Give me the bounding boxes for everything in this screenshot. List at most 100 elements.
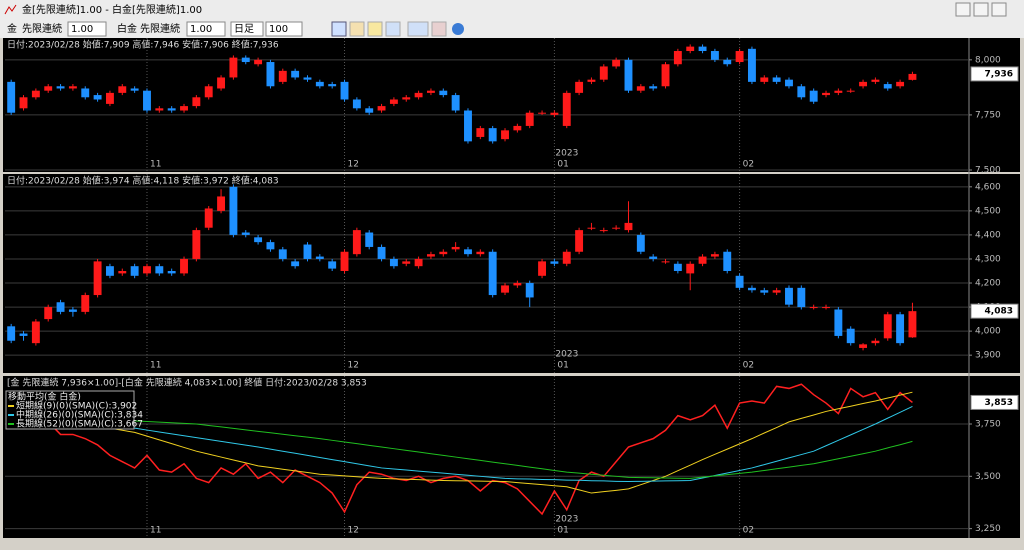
candle-body <box>377 246 386 259</box>
refresh-button[interactable] <box>452 23 464 35</box>
legend-label: 短期線(9)(0)(SMA)(C):3,902 <box>16 400 137 412</box>
candle-body <box>414 92 423 98</box>
candle-body <box>538 261 547 276</box>
candle-body <box>192 230 201 259</box>
year-label: 2023 <box>555 515 578 525</box>
candle-body <box>303 244 312 259</box>
candle-body <box>44 86 53 91</box>
candle-body <box>31 321 40 344</box>
spin-box[interactable] <box>186 21 226 37</box>
series-line <box>11 405 913 483</box>
candle-body <box>130 266 139 276</box>
tool-button[interactable] <box>407 21 429 37</box>
x-tick-label: 12 <box>348 160 359 170</box>
x-tick-label: 12 <box>348 526 359 536</box>
candle-body <box>550 112 559 115</box>
toolbar-label: 先限連続 <box>22 22 62 35</box>
candle-body <box>908 73 917 80</box>
candle-body <box>426 90 435 93</box>
dropdown-value: 日足 <box>234 23 254 35</box>
candle-body <box>476 128 485 137</box>
series-line <box>10 383 913 516</box>
candle-body <box>328 84 337 87</box>
toolbar-label: 先限連続 <box>140 22 180 35</box>
candle-body <box>822 307 830 309</box>
tool-button[interactable] <box>367 21 383 37</box>
candle-body <box>747 48 756 82</box>
candle-body <box>649 86 658 89</box>
dropdown[interactable] <box>230 21 264 37</box>
candle-body <box>538 112 547 114</box>
maximize-button[interactable] <box>973 2 989 17</box>
price-tag <box>970 394 1019 410</box>
tool-button[interactable] <box>331 21 347 37</box>
candle-body <box>698 46 707 52</box>
candle-body <box>56 86 65 89</box>
candle-body <box>587 227 596 229</box>
candle-body <box>513 283 522 286</box>
candle-body <box>167 270 176 274</box>
candle-body <box>105 92 114 104</box>
candle-body <box>352 230 361 255</box>
candle-body <box>723 59 732 65</box>
candle-body <box>501 130 509 140</box>
candle-body <box>451 246 460 250</box>
candle-body <box>377 106 386 111</box>
candle-body <box>68 86 77 89</box>
x-tick-label: 01 <box>557 160 568 170</box>
candle-body <box>673 263 682 271</box>
candle-body <box>130 88 139 91</box>
panel-header: 日付:2023/02/28 始値:7,909 高値:7,946 安値:7,906… <box>7 39 279 51</box>
candle-body <box>389 99 398 104</box>
candle-body <box>760 290 769 293</box>
candle-body <box>636 234 645 252</box>
toolbar-label: 金 <box>7 22 17 35</box>
candle-body <box>636 86 645 91</box>
tool-button[interactable] <box>431 21 447 37</box>
series-line <box>72 417 913 479</box>
panel-header: 日付:2023/02/28 始値:3,974 高値:4,118 安値:3,972… <box>7 175 279 187</box>
legend-title: 移動平均(金 白金) <box>8 391 81 403</box>
x-tick-label: 02 <box>743 361 754 371</box>
candle-body <box>488 251 497 296</box>
price-tag-label: 3,853 <box>985 398 1013 408</box>
candle-body <box>266 62 275 87</box>
minimize-button[interactable] <box>955 2 971 17</box>
candle-body <box>402 97 411 100</box>
price-tag-label: 4,083 <box>985 307 1013 317</box>
candle-body <box>105 266 114 276</box>
legend-box <box>5 390 135 430</box>
candle-body <box>772 77 781 82</box>
y-tick-label: 8,000 <box>975 55 1001 65</box>
candle-body <box>68 309 77 312</box>
candle-body <box>575 230 584 252</box>
spin-box[interactable] <box>67 21 107 37</box>
candle-body <box>266 242 275 250</box>
candle-body <box>439 90 448 96</box>
candle-body <box>859 344 868 348</box>
candle-body <box>698 256 707 264</box>
close-button[interactable] <box>991 2 1007 17</box>
candle-body <box>464 249 472 255</box>
candle-body <box>204 86 213 98</box>
tool-button[interactable] <box>349 21 365 37</box>
candle-body <box>896 81 905 87</box>
candle-body <box>365 108 374 113</box>
candle-body <box>143 266 151 274</box>
candle-body <box>217 77 226 89</box>
candle-body <box>81 295 90 312</box>
spin-box[interactable] <box>265 21 303 37</box>
candle-body <box>217 196 226 211</box>
candle-body <box>686 46 695 52</box>
spin-value: 1.00 <box>190 24 212 35</box>
candle-body <box>340 251 349 271</box>
candle-body <box>809 90 818 102</box>
candle-body <box>155 108 164 111</box>
y-tick-label: 3,250 <box>975 524 1001 534</box>
candle-body <box>710 51 719 60</box>
candle-body <box>785 287 793 305</box>
candle-body <box>797 86 806 98</box>
tool-button[interactable] <box>385 21 401 37</box>
panel-header: [金 先限連続 7,936×1.00]-[白金 先限連続 4,083×1.00]… <box>7 377 367 389</box>
candle-body <box>883 314 892 339</box>
